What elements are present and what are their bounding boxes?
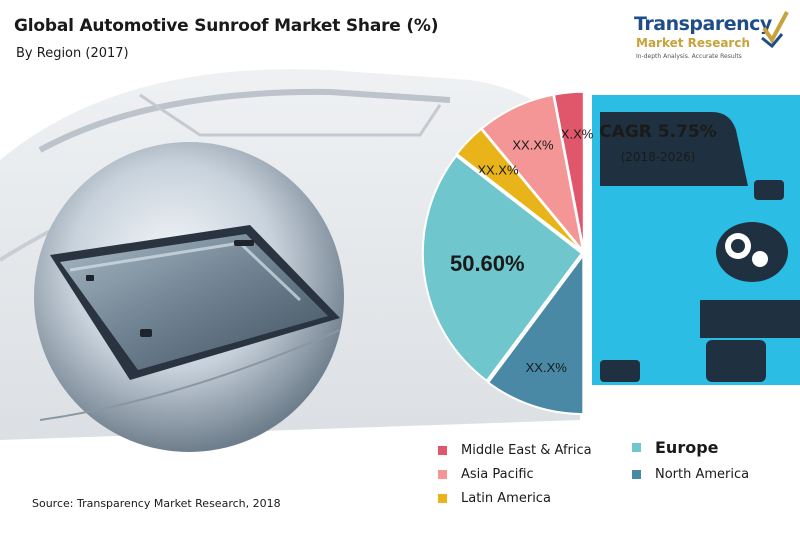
legend-label: North America	[655, 467, 750, 482]
logo-name-line2: Market Research	[636, 36, 750, 50]
legend-swatch	[438, 446, 447, 455]
chart-subtitle: By Region (2017)	[16, 46, 129, 61]
legend-item-middle-east-africa: Middle East & Africa	[438, 443, 592, 458]
logo-checkmark-icon	[761, 11, 789, 49]
legend-item-north-america: North America	[632, 467, 749, 482]
sunroof-photo-icon	[34, 142, 344, 452]
logo-name: Transparency	[634, 13, 772, 35]
legend-item-asia-pacific: Asia Pacific	[438, 467, 534, 482]
pie-data-label: XX.X%	[512, 138, 554, 153]
chart-title: Global Automotive Sunroof Market Share (…	[14, 16, 439, 36]
legend-label: Middle East & Africa	[461, 443, 592, 458]
chart-legend: Middle East & Africa Asia Pacific Latin …	[432, 438, 792, 518]
pie-data-label: 50.60%	[450, 251, 525, 276]
pie-data-label: XX.X%	[552, 127, 594, 142]
car-front-icon	[592, 95, 800, 385]
legend-label: Latin America	[461, 491, 551, 506]
cagr-period: (2018-2026)	[620, 150, 696, 164]
legend-label: Europe	[655, 438, 719, 457]
cagr-label: CAGR 5.75%	[599, 122, 717, 142]
legend-label: Asia Pacific	[461, 467, 534, 482]
legend-swatch	[438, 470, 447, 479]
legend-swatch	[632, 470, 641, 479]
company-logo: Transparency Market Research In-depth An…	[634, 8, 794, 70]
pie-data-label: XX.X%	[477, 163, 519, 178]
source-note: Source: Transparency Market Research, 20…	[32, 497, 281, 510]
pie-slice-europe	[421, 154, 584, 383]
pie-data-label: XX.X%	[526, 360, 568, 375]
legend-swatch	[438, 494, 447, 503]
pie-slice-north-america	[486, 252, 585, 416]
legend-item-latin-america: Latin America	[438, 491, 551, 506]
pie-slice-latin-america	[455, 127, 584, 253]
legend-item-europe: Europe	[632, 438, 719, 457]
legend-swatch	[632, 443, 641, 452]
logo-tagline: In-depth Analysis. Accurate Results	[636, 53, 742, 60]
